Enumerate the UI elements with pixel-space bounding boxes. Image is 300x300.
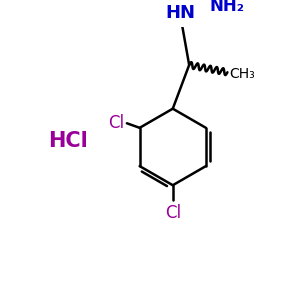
Text: NH₂: NH₂: [209, 0, 244, 15]
Text: Cl: Cl: [165, 203, 181, 221]
Text: HCl: HCl: [48, 130, 88, 151]
Text: HN: HN: [165, 4, 195, 22]
Text: Cl: Cl: [108, 114, 124, 132]
Text: CH₃: CH₃: [229, 67, 255, 81]
